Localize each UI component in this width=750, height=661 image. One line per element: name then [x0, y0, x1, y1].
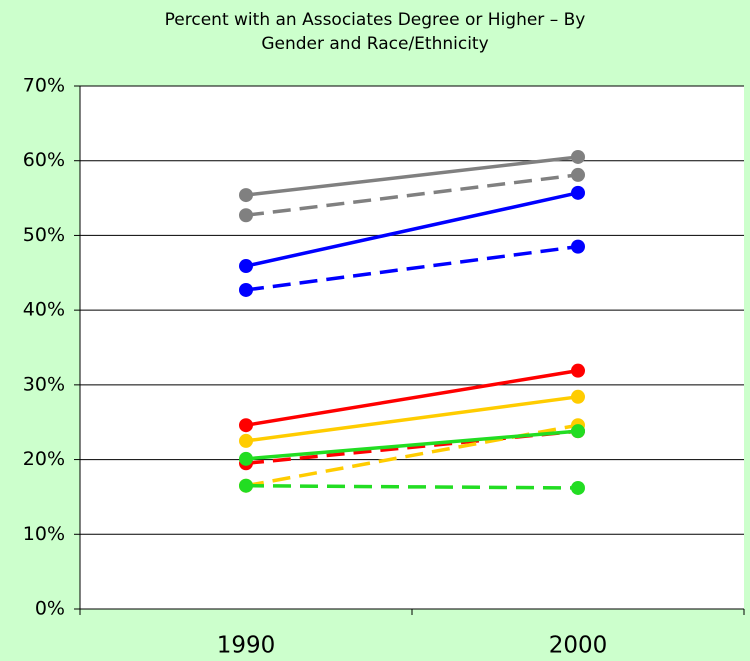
- marker: [239, 451, 253, 466]
- series-line: [245, 244, 579, 292]
- marker: [571, 424, 585, 439]
- x-tick-label: 2000: [549, 633, 608, 659]
- marker: [239, 282, 253, 297]
- marker: [571, 480, 585, 495]
- series-line: [245, 155, 579, 197]
- y-tick-label: 20%: [23, 448, 65, 470]
- series-line: [245, 173, 579, 217]
- y-tick-label: 30%: [23, 373, 65, 395]
- y-tick-label: 60%: [23, 149, 65, 171]
- marker: [571, 185, 585, 200]
- marker: [571, 167, 585, 182]
- marker: [571, 149, 585, 164]
- plot-area: [80, 86, 744, 609]
- marker: [239, 188, 253, 203]
- marker: [239, 259, 253, 274]
- marker: [239, 433, 253, 448]
- marker: [571, 363, 585, 378]
- series-line: [245, 429, 579, 461]
- marker: [571, 239, 585, 254]
- y-tick-label: 10%: [23, 523, 65, 545]
- series-line: [245, 395, 579, 443]
- marker: [239, 418, 253, 433]
- marker: [571, 389, 585, 404]
- marker: [239, 478, 253, 493]
- y-tick-label: 50%: [23, 224, 65, 246]
- y-tick-label: 0%: [35, 598, 65, 620]
- x-tick-label: 1990: [217, 633, 276, 659]
- series-line: [245, 368, 579, 427]
- chart-title-box: Percent with an Associates Degree or Hig…: [0, 8, 750, 56]
- y-tick-label: 70%: [23, 75, 65, 97]
- chart-title: Percent with an Associates Degree or Hig…: [164, 10, 586, 54]
- series-line: [245, 191, 579, 268]
- marker: [239, 208, 253, 223]
- y-tick-label: 40%: [23, 299, 65, 321]
- series-line: [245, 483, 579, 490]
